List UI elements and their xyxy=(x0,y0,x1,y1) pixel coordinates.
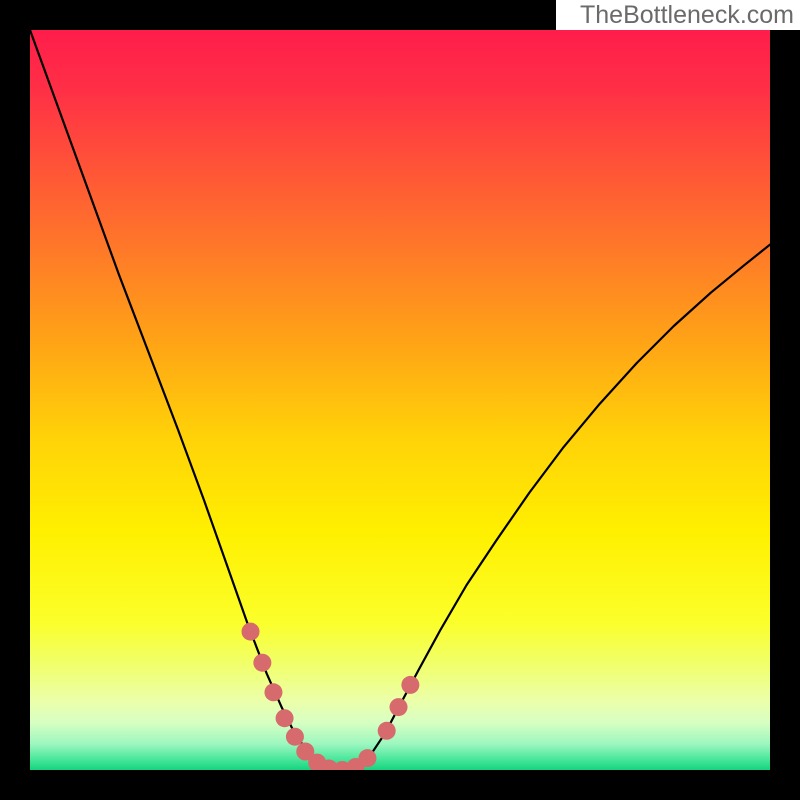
curve-marker xyxy=(264,683,282,701)
curve-marker xyxy=(253,654,271,672)
chart-frame: TheBottleneck.com xyxy=(0,0,800,800)
watermark-text: TheBottleneck.com xyxy=(580,1,794,29)
watermark: TheBottleneck.com xyxy=(556,0,800,30)
curve-marker xyxy=(276,709,294,727)
curve-marker xyxy=(401,676,419,694)
curve-marker xyxy=(358,749,376,767)
curve-marker xyxy=(378,722,396,740)
curve-marker xyxy=(390,698,408,716)
plot-svg xyxy=(30,30,770,770)
curve-marker xyxy=(242,623,260,641)
plot-area xyxy=(30,30,770,770)
gradient-background xyxy=(30,30,770,770)
curve-marker xyxy=(286,728,304,746)
